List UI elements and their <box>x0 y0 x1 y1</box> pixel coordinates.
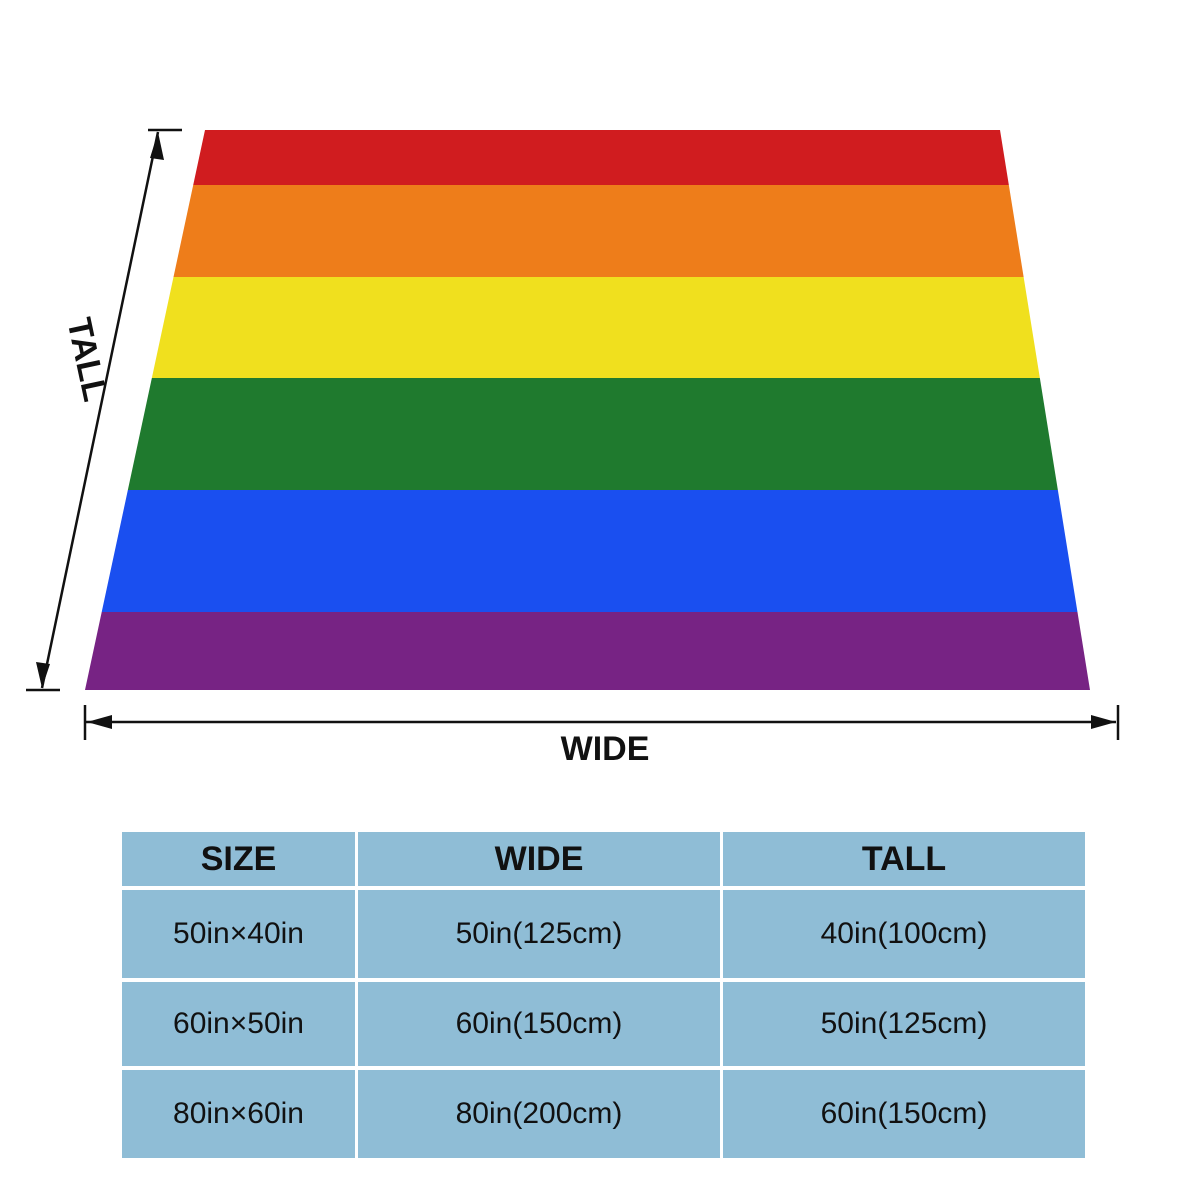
table-cell: 60in×50in <box>122 982 355 1066</box>
size-table: SIZE WIDE TALL 50in×40in 50in(125cm) 40in(100… <box>122 832 1085 1158</box>
table-cell: 60in(150cm) <box>358 982 720 1066</box>
stripe <box>127 378 1058 490</box>
table-cell: 40in(100cm) <box>723 890 1085 978</box>
arrow-head <box>150 132 164 160</box>
stripe <box>101 490 1078 612</box>
stripe <box>85 612 1090 690</box>
table-cell: 50in(125cm) <box>358 890 720 978</box>
arrow-head <box>36 662 50 688</box>
wide-arrow <box>83 705 1120 740</box>
arrow-head <box>1091 715 1116 729</box>
table-cell: 50in(125cm) <box>723 982 1085 1066</box>
header-cell: SIZE <box>122 832 355 886</box>
blanket <box>85 130 1090 690</box>
table-cell: 80in(200cm) <box>358 1070 720 1158</box>
table-cell: 50in×40in <box>122 890 355 978</box>
table-cell: 80in×60in <box>122 1070 355 1158</box>
wide-label: WIDE <box>561 730 650 768</box>
tall-label: TALL <box>59 315 114 405</box>
illustration: TALL WIDE <box>26 128 1120 768</box>
header-cell: WIDE <box>358 832 720 886</box>
tall-arrow <box>26 128 182 692</box>
header-cell: TALL <box>723 832 1085 886</box>
stripe <box>173 185 1024 277</box>
stripe <box>193 130 1009 185</box>
table-cell: 60in(150cm) <box>723 1070 1085 1158</box>
arrow-head <box>87 715 112 729</box>
arrow-line <box>40 131 160 689</box>
stripe <box>151 277 1040 378</box>
